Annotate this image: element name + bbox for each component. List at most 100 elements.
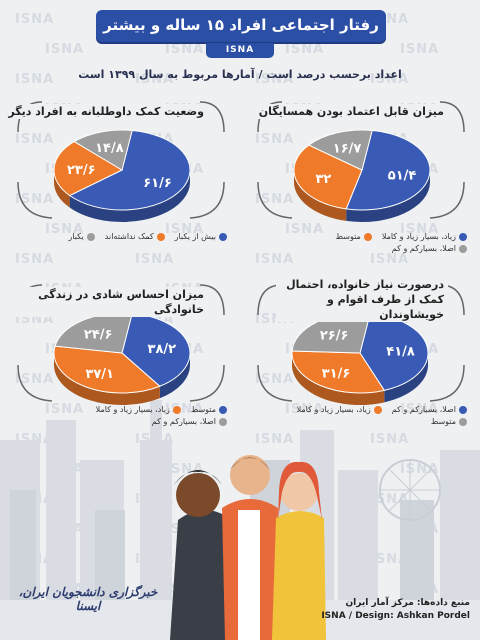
legend-label: زیاد، بسیار زیاد و کاملا bbox=[95, 405, 170, 414]
legend-entry: بیش از یکبار bbox=[175, 232, 227, 241]
watermark-text: ISNA bbox=[15, 372, 55, 387]
watermark-text: ISNA bbox=[255, 132, 295, 147]
legend-entry: متوسط bbox=[431, 417, 467, 426]
watermark-text: ISNA bbox=[255, 252, 295, 267]
legend-label: اصلا، بسیارکم و کم bbox=[151, 417, 216, 426]
watermark-text: ISNA bbox=[285, 42, 325, 57]
legend-swatch bbox=[459, 244, 467, 253]
legend-swatch bbox=[363, 232, 372, 241]
watermark-text: ISNA bbox=[370, 432, 410, 447]
legend-swatch bbox=[172, 405, 181, 414]
legend-entry: اصلا، بسیارکم و کم bbox=[152, 417, 227, 426]
watermark-text: ISNA bbox=[15, 192, 55, 207]
watermark-text: ISNA bbox=[370, 552, 410, 567]
chart-legend: بیش از یکبار کمک نداشته‌اند یکبار bbox=[12, 232, 227, 241]
pie-chart-card: ۴۱/۸ ۳۱/۶ ۲۶/۶ درصورت نیاز خانواده، احتمال … bbox=[252, 275, 470, 450]
legend-swatch bbox=[86, 232, 95, 241]
watermark-text: ISNA bbox=[400, 222, 440, 237]
pie-slice-value-label: ۳۱/۶ bbox=[322, 366, 351, 381]
chart-legend: اصلا، بسیارکم و کم زیاد، بسیار زیاد و کام… bbox=[252, 405, 467, 426]
watermark-text: ISNA bbox=[135, 72, 175, 87]
legend-swatch bbox=[459, 417, 467, 426]
watermark-text: ISNA bbox=[15, 72, 55, 87]
city-skyline-illustration bbox=[0, 400, 480, 640]
pie-slice bbox=[293, 144, 363, 210]
legend-label: بیش از یکبار bbox=[174, 232, 216, 241]
legend-entry: متوسط bbox=[336, 232, 372, 241]
pie-slice-side bbox=[69, 170, 190, 223]
brand-tab: ISNA bbox=[206, 43, 274, 58]
legend-swatch bbox=[219, 417, 227, 426]
legend-entry: زیاد، بسیار زیاد و کاملا bbox=[297, 405, 382, 414]
watermark-text: ISNA bbox=[165, 42, 205, 57]
watermark-text: ISNA bbox=[370, 252, 410, 267]
legend-label: یکبار bbox=[68, 232, 84, 241]
people-illustration bbox=[170, 455, 326, 640]
subtitle: اعداد برحسب درصد است / آمارها مربوط به س… bbox=[78, 68, 402, 81]
legend-label: متوسط bbox=[190, 405, 216, 414]
legend-label: اصلا، بسیارکم و کم bbox=[391, 244, 456, 253]
legend-swatch bbox=[219, 405, 227, 414]
legend-swatch bbox=[459, 405, 467, 414]
chart-legend: متوسط زیاد، بسیار زیاد و کاملا اصلا، بسیار… bbox=[12, 405, 227, 426]
legend-entry: متوسط bbox=[191, 405, 227, 414]
legend-entry: اصلا، بسیارکم و کم bbox=[392, 405, 467, 414]
watermark-text: ISNA bbox=[285, 222, 325, 237]
legend-entry: زیاد، بسیار زیاد و کاملا bbox=[382, 232, 467, 241]
chart-title: میزان احساس شادی در زندگی خانوادگی bbox=[0, 287, 208, 317]
pie-chart-card: ۶۱/۶ ۲۳/۶ ۱۴/۸ وضعیت کمک داوطلبانه به افراد… bbox=[0, 92, 230, 267]
pie-slice-value-label: ۲۶/۶ bbox=[320, 328, 349, 343]
legend-label: زیاد، بسیار زیاد و کاملا bbox=[296, 405, 371, 414]
pie-chart: ۶۱/۶ ۲۳/۶ ۱۴/۸ bbox=[17, 101, 225, 223]
watermark-text: ISNA bbox=[45, 222, 85, 237]
legend-label: متوسط bbox=[335, 232, 361, 241]
legend-swatch bbox=[373, 405, 382, 414]
legend-swatch bbox=[219, 232, 227, 241]
pie-slice-value-label: ۳۸/۲ bbox=[148, 342, 177, 357]
watermark-text: ISNA bbox=[255, 432, 295, 447]
chart-title: درصورت نیاز خانواده، احتمال کمک از طرف ا… bbox=[276, 277, 448, 322]
pie-slice-value-label: ۵۱/۴ bbox=[388, 169, 417, 184]
pie-slice-value-label: ۱۴/۸ bbox=[95, 141, 124, 156]
chart-title: میزان قابل اعتماد بودن همسایگان bbox=[238, 104, 448, 119]
pie-slice bbox=[291, 350, 386, 394]
watermark-text: ISNA bbox=[15, 12, 55, 27]
watermark-text: ISNA bbox=[370, 72, 410, 87]
pie-slice-value-label: ۴۱/۸ bbox=[386, 344, 415, 359]
watermark-text: ISNA bbox=[400, 402, 440, 417]
watermark-text: ISNA bbox=[15, 252, 55, 267]
page-title: رفتار اجتماعی افراد ۱۵ ساله و بیشتر bbox=[103, 16, 379, 34]
legend-label: زیاد، بسیار زیاد و کاملا bbox=[381, 232, 456, 241]
pie-chart: ۴۱/۸ ۳۱/۶ ۲۶/۶ bbox=[257, 284, 465, 405]
pie-chart-card: ۳۸/۲ ۳۷/۱ ۲۴/۶ میزان احساس شادی در زندگی خا… bbox=[0, 275, 230, 450]
pie-slice-side bbox=[346, 170, 430, 223]
pie-slice bbox=[73, 129, 133, 171]
watermark-text: ISNA bbox=[285, 402, 325, 417]
watermark-text: ISNA bbox=[45, 402, 85, 417]
legend-swatch bbox=[156, 232, 165, 241]
pie-slice-side bbox=[294, 170, 347, 221]
legend-swatch bbox=[459, 232, 467, 241]
title-banner: رفتار اجتماعی افراد ۱۵ ساله و بیشتر bbox=[96, 10, 386, 42]
pie-slice bbox=[307, 129, 373, 171]
watermark-text: ISNA bbox=[370, 492, 410, 507]
watermark-text: ISNA bbox=[255, 72, 295, 87]
pie-slice-side bbox=[292, 353, 385, 405]
design-credit: ISNA / Design: Ashkan Pordel bbox=[321, 611, 470, 621]
pie-slice-side bbox=[54, 353, 160, 405]
watermark-text: ISNA bbox=[255, 192, 295, 207]
pie-slice bbox=[68, 129, 191, 211]
pie-slice-value-label: ۳۷/۱ bbox=[85, 367, 114, 382]
watermark-text: ISNA bbox=[400, 42, 440, 57]
watermark-text: ISNA bbox=[45, 42, 85, 57]
legend-entry: اصلا، بسیارکم و کم bbox=[392, 244, 467, 253]
pie-slice-value-label: ۶۱/۶ bbox=[143, 176, 172, 191]
watermark-text: ISNA bbox=[165, 462, 205, 477]
watermark-text: ISNA bbox=[15, 132, 55, 147]
footer-info: منبع داده‌ها: مرکز آمار ایران ISNA / Des… bbox=[300, 597, 470, 623]
card-frame bbox=[257, 284, 465, 402]
watermark-text: ISNA bbox=[135, 252, 175, 267]
watermark-text: ISNA bbox=[165, 222, 205, 237]
pie-slice-value-label: ۱۶/۷ bbox=[333, 142, 362, 157]
